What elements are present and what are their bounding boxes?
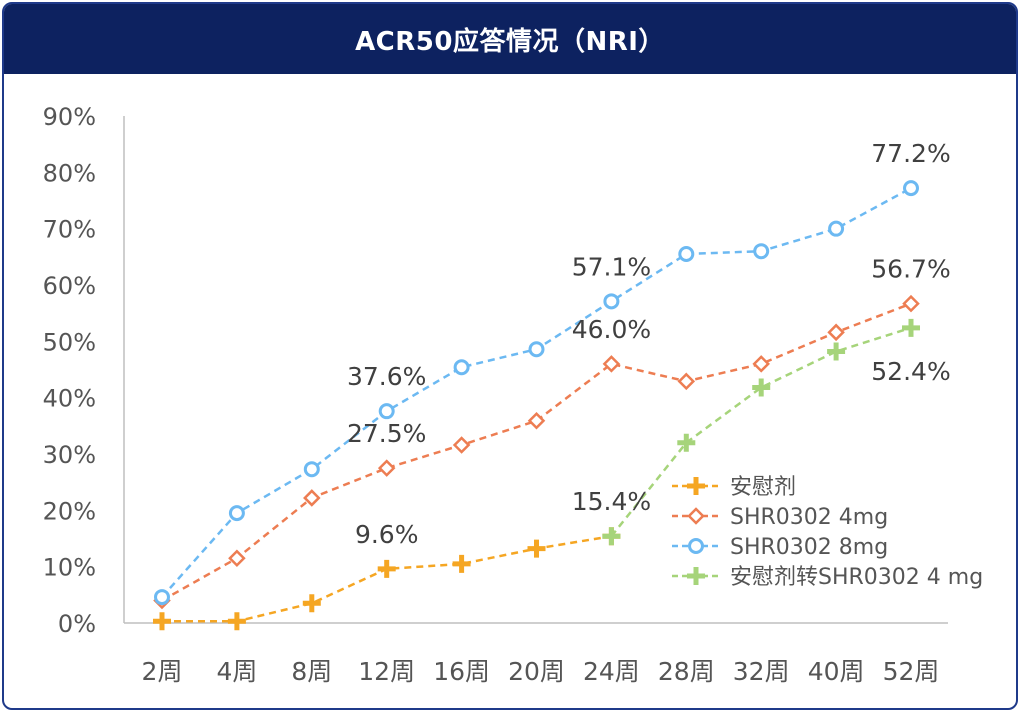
data-point [602, 527, 621, 546]
chart-title: ACR50应答情况（NRI） [4, 4, 1016, 74]
x-tick-label: 16周 [433, 657, 490, 686]
x-tick-label: 4周 [216, 657, 257, 686]
series-3 [602, 318, 920, 546]
data-label: 37.6% [347, 362, 426, 391]
series-2 [154, 180, 919, 606]
legend-label: SHR0302 8mg [730, 535, 888, 560]
series-0 [153, 527, 621, 631]
x-tick-label: 20周 [508, 657, 565, 686]
x-tick-label: 32周 [733, 657, 790, 686]
data-point [527, 411, 546, 430]
data-point [902, 318, 920, 337]
data-point [378, 403, 395, 420]
data-point [302, 594, 321, 613]
x-tick-label: 12周 [358, 657, 415, 686]
y-tick-label: 70% [43, 216, 96, 244]
data-point [528, 341, 545, 358]
data-point [677, 372, 696, 391]
legend-marker [687, 507, 705, 525]
data-point [154, 589, 170, 606]
data-point [377, 459, 396, 477]
x-tick-label: 28周 [658, 657, 715, 686]
legend-marker [687, 567, 705, 585]
legend-marker [687, 477, 705, 495]
data-point [677, 433, 696, 452]
legend: 安慰剂 SHR0302 4mg SHR0302 8mg 安慰剂转SHR0302 4 m… [672, 475, 983, 590]
data-label: 57.1% [572, 252, 651, 281]
x-tick-label: 24周 [583, 657, 640, 686]
data-point [452, 554, 471, 573]
y-tick-label: 50% [43, 328, 96, 356]
chart-frame: ACR50应答情况（NRI） [2, 2, 1018, 710]
data-point [227, 612, 246, 631]
data-label: 9.6% [355, 520, 419, 549]
data-point [753, 243, 770, 260]
data-point [228, 549, 246, 567]
data-point [228, 505, 245, 522]
data-point [828, 220, 845, 237]
y-tick-label: 60% [43, 272, 96, 300]
data-point [453, 359, 470, 376]
data-point [752, 378, 771, 397]
data-label: 52.4% [871, 357, 950, 386]
legend-label: 安慰剂转SHR0302 4 mg [730, 565, 983, 590]
x-tick-label: 40周 [808, 657, 865, 686]
data-point [827, 323, 845, 342]
legend-label: 安慰剂 [730, 475, 796, 500]
data-point [527, 539, 546, 558]
series-line [161, 302, 912, 602]
x-tick-label: 2周 [142, 657, 183, 686]
data-point [827, 342, 846, 361]
x-tick-label: 52周 [883, 657, 940, 686]
data-point [902, 294, 920, 313]
data-point [377, 559, 396, 578]
data-point [752, 355, 770, 373]
data-point [678, 246, 695, 263]
data-label: 15.4% [572, 487, 651, 516]
data-label: 27.5% [347, 419, 426, 448]
y-tick-label: 10% [43, 554, 96, 582]
data-point [303, 461, 320, 478]
data-point [452, 436, 471, 454]
legend-marker [688, 538, 704, 554]
data-point [603, 293, 620, 310]
legend-label: SHR0302 4mg [730, 505, 888, 530]
y-tick-label: 0% [58, 610, 96, 638]
y-tick-label: 30% [43, 441, 96, 469]
data-point [153, 612, 171, 631]
data-point [303, 489, 321, 507]
data-label: 77.2% [871, 139, 950, 168]
data-label: 56.7% [871, 255, 950, 284]
y-tick-label: 40% [43, 385, 96, 413]
data-point [903, 180, 919, 197]
y-tick-label: 90% [43, 103, 96, 131]
x-tick-label: 8周 [291, 657, 332, 686]
data-point [602, 355, 621, 373]
y-tick-label: 20% [43, 497, 96, 525]
data-label: 46.0% [572, 315, 651, 344]
y-tick-label: 80% [43, 159, 96, 187]
